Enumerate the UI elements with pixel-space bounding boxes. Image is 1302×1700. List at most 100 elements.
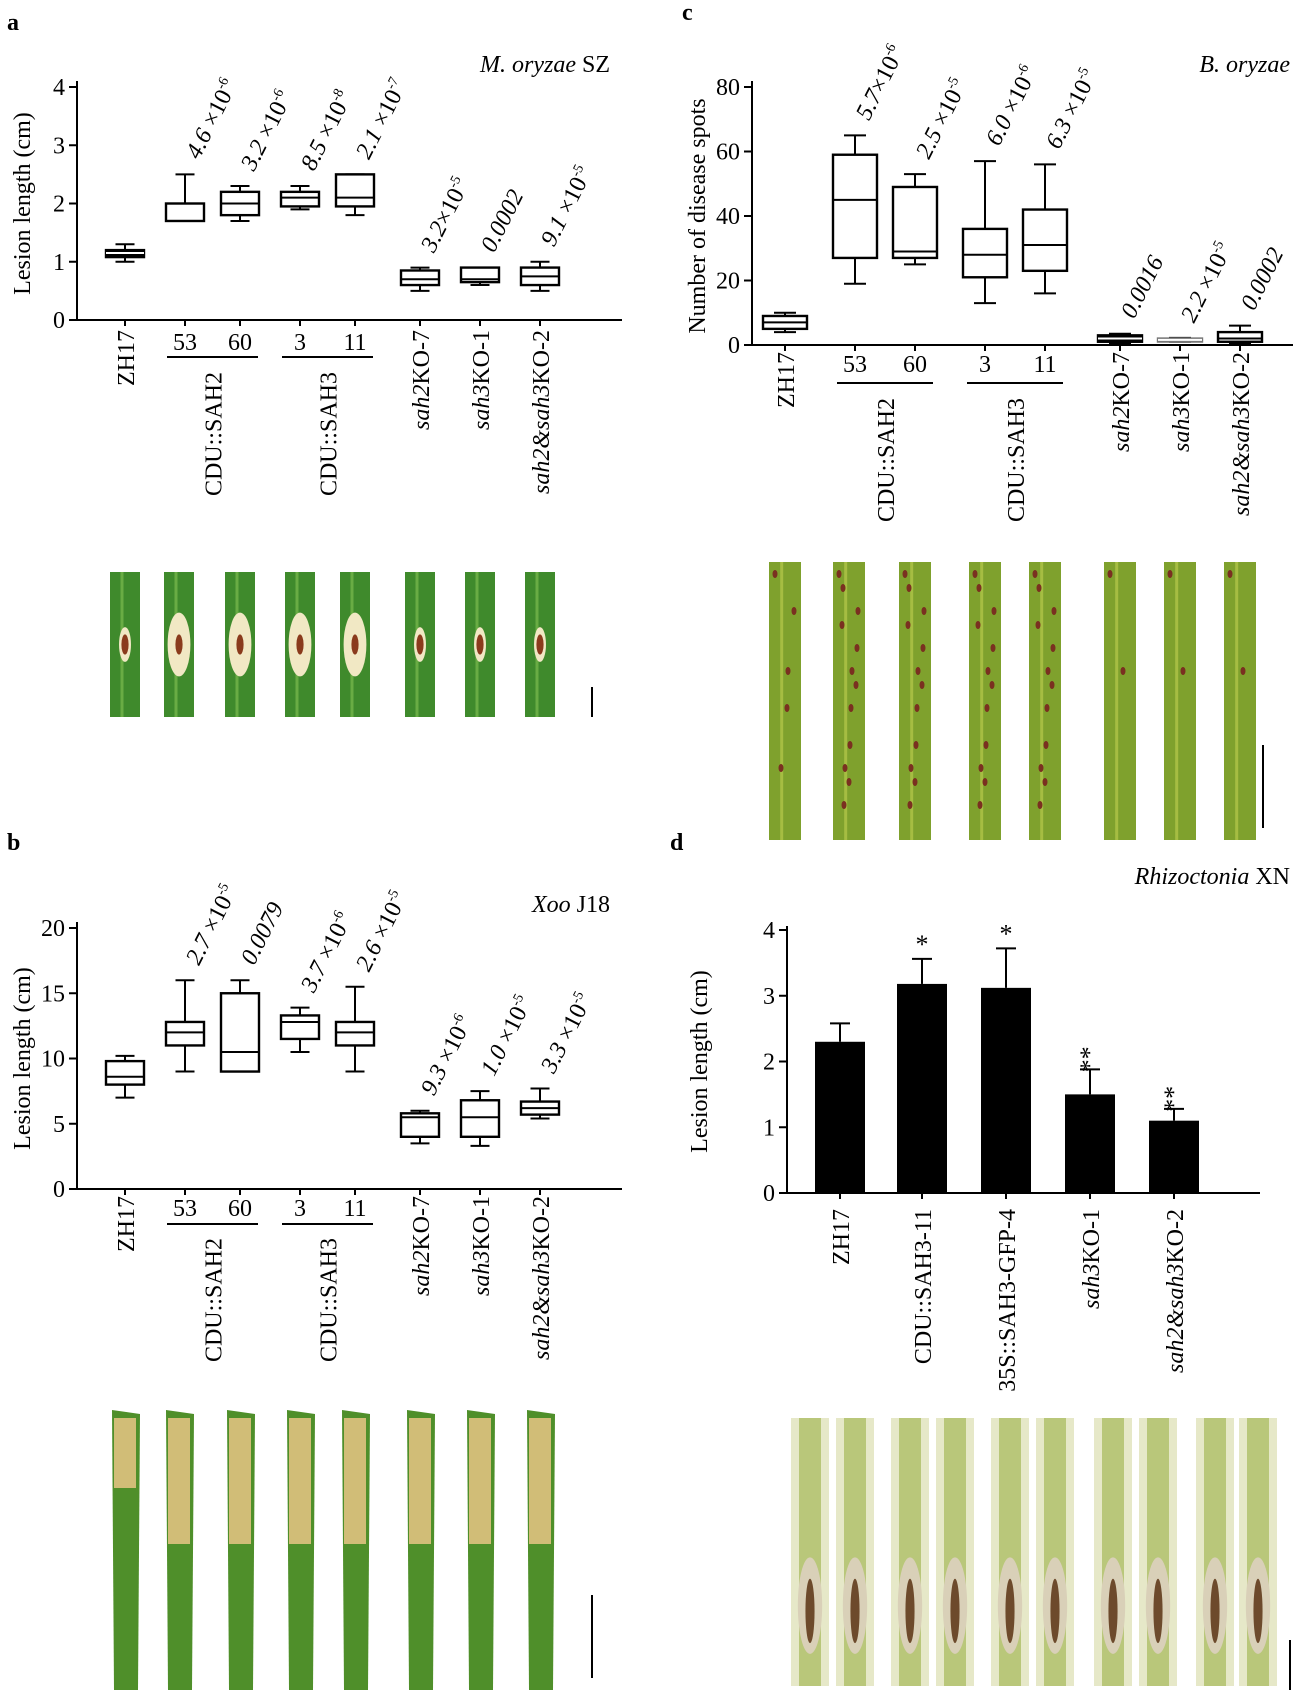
bar-2: * [981, 919, 1031, 1193]
bar [1149, 1120, 1199, 1193]
leaf-spot [985, 667, 991, 675]
leaf-vein [980, 562, 984, 840]
sheath-lesion-core [805, 1578, 815, 1644]
leaf-spot [785, 667, 791, 675]
x-tick-label: 53 [843, 352, 867, 378]
box-5 [399, 266, 441, 292]
leaf-spot [842, 764, 848, 772]
leaf-spot [913, 741, 919, 749]
leaf-photo [340, 572, 370, 717]
leaf-spot [975, 621, 981, 629]
y-tick-label: 1 [763, 1115, 775, 1141]
leaf-vein [1175, 562, 1179, 840]
p-value-label: 3.2×10-5 [415, 173, 475, 257]
pathogen-title: Xoo J18 [531, 892, 610, 918]
leaf-photos [769, 562, 1264, 840]
p-value-label: 2.6 ×10-5 [350, 887, 413, 975]
leaf-spot [984, 704, 990, 712]
sheath-lesion-core [905, 1578, 915, 1644]
leaf-photo [166, 1410, 194, 1690]
leaf-blade [769, 562, 801, 840]
leaf-lesion [469, 1418, 491, 1544]
group-label: CDU::SAH3 [317, 372, 343, 496]
leaf-spot [919, 681, 925, 689]
x-tick-label: 60 [228, 330, 252, 356]
y-tick-label: 0 [53, 308, 65, 334]
leaf-vein [910, 562, 914, 840]
leaf-lesion [168, 1418, 190, 1544]
leaf-spot [846, 778, 852, 786]
leaf-spot [982, 778, 988, 786]
panel-label: c [682, 0, 693, 26]
leaf-spot [908, 764, 914, 772]
box-1 [164, 173, 206, 223]
y-tick-label: 20 [41, 916, 65, 942]
group-label: CDU::SAH3 [1004, 398, 1030, 522]
leaf-spot [1036, 584, 1042, 592]
leaf-spot [841, 801, 847, 809]
leaf-lesion [344, 1418, 366, 1544]
box-body [164, 1020, 206, 1047]
leaf-photo [110, 572, 140, 717]
sheath-photo [1139, 1418, 1177, 1686]
y-tick-label: 4 [53, 75, 65, 101]
sheath-lesion-core [850, 1578, 860, 1644]
p-value-label: 1.0 ×10-5 [475, 992, 538, 1080]
y-tick-label: 0 [763, 1181, 775, 1207]
y-tick-label: 3 [53, 133, 65, 159]
leaf-lesion [529, 1418, 551, 1544]
sheath-photo [836, 1418, 874, 1686]
y-tick-label: 0 [53, 1177, 65, 1203]
leaf-photo [227, 1410, 255, 1690]
leaf-spot [778, 764, 784, 772]
leaf-photo [467, 1410, 495, 1690]
leaf-spot [915, 667, 921, 675]
leaf-vein [1235, 562, 1239, 840]
x-tick-label: ZH17 [829, 1209, 855, 1265]
leaf-photo [405, 572, 435, 717]
panel-d: d Rhizoctonia XN 0 1 2 3 4 Lesion length (cm) ZH… [670, 830, 1291, 1690]
leaf-photo [342, 1410, 370, 1690]
y-tick-label: 5 [53, 1112, 65, 1138]
leaf-spot [978, 764, 984, 772]
leaf-photo [527, 1410, 555, 1690]
leaf-vein [780, 562, 784, 840]
box-body [334, 1020, 376, 1047]
y-axis-label: Lesion length (cm) [10, 967, 36, 1150]
leaf-spot [1051, 607, 1057, 615]
y-tick-label: 80 [716, 75, 740, 101]
leaf-spot [989, 681, 995, 689]
bar [981, 987, 1031, 1193]
leaf-lesion-core [476, 634, 484, 655]
leaf-blade [833, 562, 865, 840]
leaf-spot [836, 570, 842, 578]
leaf-blade [1104, 562, 1136, 840]
leaf-spot [1038, 764, 1044, 772]
sheath-lesion-core [950, 1578, 960, 1644]
leaf-spot [854, 644, 860, 652]
x-tick-label: 35S::SAH3-GFP-4 [995, 1209, 1021, 1392]
p-value-label: 0.0002 [1236, 244, 1289, 315]
x-tick-label: sah2KO-7 [1109, 352, 1135, 452]
leaf-spot [921, 607, 927, 615]
leaf-spot [1180, 667, 1186, 675]
leaf-spot [772, 570, 778, 578]
box-3 [279, 185, 321, 211]
box-0 [761, 311, 809, 334]
box-body [399, 1112, 441, 1139]
leaf-spot [1043, 741, 1049, 749]
y-axis-label: Number of disease spots [685, 98, 711, 333]
sheath-photo [891, 1418, 929, 1686]
leaf-blade [1029, 562, 1061, 840]
leaf-spot [990, 644, 996, 652]
leaf-vein [1115, 562, 1119, 840]
significance-mark: * [916, 930, 929, 959]
leaf-spot [991, 607, 997, 615]
group-label: CDU::SAH2 [202, 1238, 228, 1362]
leaf-spot [784, 704, 790, 712]
bar-4: ** [1149, 1086, 1199, 1193]
leaf-photo [969, 562, 1001, 840]
leaf-spot [1120, 667, 1126, 675]
